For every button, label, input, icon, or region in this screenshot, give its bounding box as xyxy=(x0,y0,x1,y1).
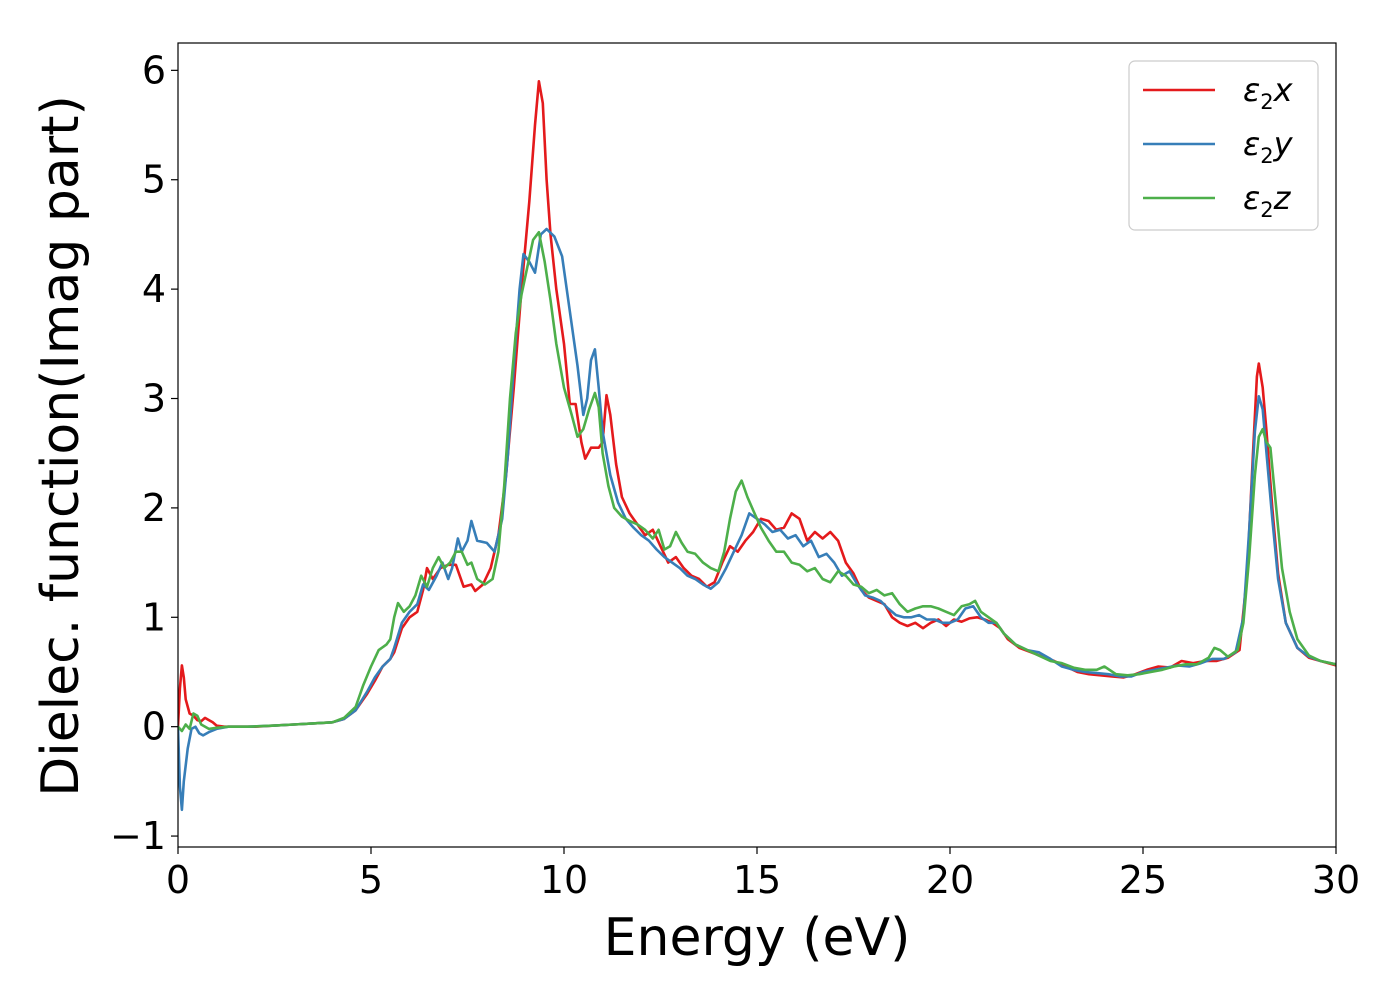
legend: ε2x ε2y ε2z xyxy=(1128,60,1319,231)
x-tick-label: 0 xyxy=(166,858,190,902)
x-tick-label: 25 xyxy=(1119,858,1167,902)
legend-box xyxy=(1128,60,1319,231)
x-tick-label: 15 xyxy=(733,858,781,902)
y-tick-label: 1 xyxy=(142,595,166,639)
y-axis-label: Dielec. function(Imag part) xyxy=(31,95,91,797)
legend-label-x: ε2x xyxy=(1243,71,1294,114)
y-tick-label: 4 xyxy=(142,267,166,311)
series-layer xyxy=(178,80,1336,812)
x-axis-label: Energy (eV) xyxy=(604,908,911,968)
y-tick-label: 6 xyxy=(142,48,166,92)
x-tick-label: 30 xyxy=(1312,858,1360,902)
x-tick-label: 10 xyxy=(540,858,588,902)
series-line-y xyxy=(178,227,1336,812)
y-axis-ticks: −1 0 1 2 3 4 5 6 xyxy=(110,48,178,858)
legend-label-y: ε2y xyxy=(1243,125,1294,168)
x-tick-label: 20 xyxy=(926,858,974,902)
y-tick-label: 3 xyxy=(142,377,166,421)
x-axis-ticks: 0 5 10 15 20 25 30 xyxy=(166,847,1360,902)
y-tick-label: 5 xyxy=(142,158,166,202)
y-tick-label: 2 xyxy=(142,486,166,530)
series-line-z xyxy=(178,230,1336,733)
legend-label-z: ε2z xyxy=(1243,179,1292,222)
x-tick-label: 5 xyxy=(359,858,383,902)
y-tick-label: 0 xyxy=(142,705,166,749)
y-tick-label: −1 xyxy=(110,814,166,858)
